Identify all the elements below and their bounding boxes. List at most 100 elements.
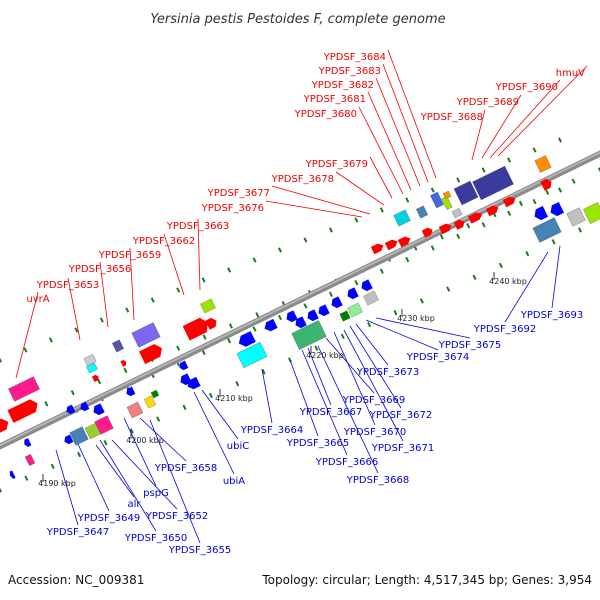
reverse-gene-arrow [331,296,343,309]
gene-label[interactable]: YPDSF_3667 [299,407,362,418]
gene-label-leader [358,106,404,195]
green-tick-mark [430,187,435,193]
gene-label[interactable]: YPDSF_3672 [369,410,432,421]
green-tick-mark [598,167,600,173]
gene-block [126,401,144,419]
scale-labels: 4190 kbp 4200 kbp 4210 kbp 4220 kbp 4230 kbp… [38,272,527,488]
green-tick-mark [481,167,486,173]
forward-gene-labels: uvrA YPDSF_3653 YPDSF_3656 YPDSF_3659 YPDSF_… [15,49,588,379]
gene-label[interactable]: YPDSF_3678 [271,174,334,185]
gene-label[interactable]: YPDSF_3656 [68,264,131,275]
forward-gene-arrow [502,196,516,208]
green-tick-mark [439,234,444,240]
gene-label[interactable]: YPDSF_3669 [342,395,405,406]
gene-label-leader [67,277,81,341]
gene-label[interactable]: YPDSF_3663 [166,221,229,232]
green-tick-mark [252,326,257,332]
green-tick-mark [48,337,53,343]
gene-label[interactable]: YPDSF_3659 [98,250,161,261]
green-tick-mark [558,187,562,193]
gene-label[interactable]: YPDSF_3670 [343,427,406,438]
gene-label[interactable]: YPDSF_3666 [315,457,378,468]
green-tick-mark [23,347,28,353]
gene-block [347,302,363,318]
gene-label-leader [343,329,404,442]
gene-label-leader [365,319,439,351]
green-tick-mark [252,257,257,263]
gene-block [566,207,586,227]
gene-block [112,339,124,353]
gene-label[interactable]: YPDSF_3681 [303,94,366,105]
gene-label[interactable]: YPDSF_3675 [438,340,501,351]
gene-block [8,376,40,402]
forward-gene-arrow [120,359,127,367]
green-tick-mark [50,463,55,470]
gene-label[interactable]: YPDSF_3655 [168,545,231,556]
gene-label[interactable]: YPDSF_3668 [346,475,409,486]
gene-block [534,155,552,173]
gene-label[interactable]: YPDSF_3677 [207,188,270,199]
gene-label-leader [375,317,471,339]
green-tick-mark [77,451,82,458]
gene-label[interactable]: YPDSF_3684 [323,52,386,63]
green-tick-mark [176,287,181,293]
forward-gene-arrow [139,344,162,365]
gene-label[interactable]: YPDSF_3665 [286,438,349,449]
gene-label[interactable]: YPDSF_3649 [77,513,140,524]
gene-block [451,207,463,219]
gene-label[interactable]: YPDSF_3664 [240,425,303,436]
green-tick-mark [0,487,2,493]
gene-label[interactable]: pspG [143,488,169,499]
gene-label[interactable]: YPDSF_3693 [520,310,583,321]
gene-label[interactable]: YPDSF_3674 [406,352,469,363]
gene-label-leader [335,171,385,206]
gene-label[interactable]: YPDSF_3671 [371,443,434,454]
gene-label[interactable]: YPDSF_3682 [311,80,374,91]
gene-block [416,205,428,219]
gene-block [236,341,268,369]
reverse-gene-arrow [534,205,549,221]
green-tick-mark [367,321,372,328]
reverse-gene-arrow [238,331,256,347]
gene-block [339,310,351,322]
gene-label-leader [382,63,429,183]
gene-label[interactable]: YPDSF_3652 [145,511,208,522]
gene-label-leader [307,347,332,406]
gene-label[interactable]: YPDSF_3647 [46,527,109,538]
gene-label[interactable]: YPDSF_3673 [356,367,419,378]
gene-label[interactable]: ubiC [227,441,249,452]
gene-label-leader [15,291,39,379]
gene-label[interactable]: hmuV [556,68,585,79]
gene-label[interactable]: YPDSF_3679 [305,159,368,170]
gene-label[interactable]: YPDSF_3653 [36,280,99,291]
reverse-gene-arrow [179,360,189,371]
gene-label[interactable]: YPDSF_3650 [124,533,187,544]
gene-label[interactable]: YPDSF_3676 [201,203,264,214]
green-tick-mark [123,367,128,374]
green-tick-mark [507,210,512,216]
gene-block [442,190,452,200]
gene-label[interactable]: YPDSF_3680 [294,109,357,120]
gene-block [94,415,114,435]
green-tick-mark [303,237,308,243]
green-tick-mark [498,262,503,269]
gene-label[interactable]: YPDSF_3690 [495,82,558,93]
green-tick-mark [208,392,213,399]
gene-label[interactable]: ubiA [223,476,245,487]
gene-label[interactable]: YPDSF_3688 [420,112,483,123]
green-tick-mark [303,303,308,309]
gene-label[interactable]: YPDSF_3683 [318,66,381,77]
gene-label[interactable]: YPDSF_3689 [456,97,519,108]
gene-block [150,389,160,399]
green-tick-mark [379,207,384,213]
green-tick-mark [156,416,161,422]
scale-tick-label: 4240 kbp [489,277,527,286]
gene-label[interactable]: YPDSF_3692 [473,324,536,335]
gene-block [430,191,444,209]
gene-label[interactable]: uvrA [26,294,49,305]
gene-label[interactable]: alr [127,499,141,510]
gene-label[interactable]: YPDSF_3658 [154,463,217,474]
gene-label[interactable]: YPDSF_3662 [132,236,195,247]
green-tick-mark [227,267,232,273]
